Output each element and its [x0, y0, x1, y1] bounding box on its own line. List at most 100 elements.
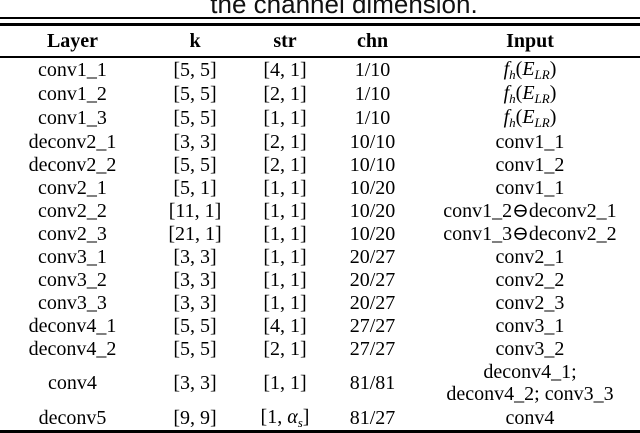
cell-input: conv2_2	[495, 268, 565, 291]
table-row: deconv4_1 [5, 5] [4, 1] 27/27 conv3_1	[0, 314, 640, 337]
table-row: deconv2_2 [5, 5] [2, 1] 10/10 conv1_2	[0, 153, 640, 176]
table-row: conv2_2 [11, 1] [1, 1] 10/20 conv1_2⊖deconv2…	[0, 199, 640, 222]
math-token: LR	[534, 67, 550, 82]
cell-layer: deconv4_1	[28, 314, 117, 337]
math-token: )	[549, 82, 557, 104]
math-token: h	[509, 115, 516, 130]
cell-kernel: [5, 5]	[173, 83, 217, 105]
cell-stride: [2, 1]	[263, 153, 307, 176]
cell-channels: 1/10	[354, 59, 391, 81]
cell-layer: deconv2_1	[28, 130, 117, 153]
cell-layer: conv2_2	[38, 199, 107, 222]
cell-input: fh(ELR)	[420, 106, 640, 130]
table-row: conv1_1 [5, 5] [4, 1] 1/10 fh(ELR)	[0, 57, 640, 82]
cell-layer: conv3_3	[38, 291, 107, 314]
cell-layer: conv1_1	[38, 59, 107, 81]
math-token: ]	[302, 406, 310, 428]
cell-kernel: [5, 5]	[173, 153, 217, 176]
math-token: LR	[534, 91, 550, 106]
table-row: conv1_3 [5, 5] [1, 1] 1/10 fh(ELR)	[0, 106, 640, 130]
cell-layer: deconv2_2	[28, 153, 117, 176]
math-token: LR	[534, 115, 550, 130]
cell-channels: 81/81	[349, 372, 396, 394]
cell-input: conv1_1	[495, 130, 565, 153]
cell-stride: [1, 1]	[263, 291, 307, 314]
math-token: f	[503, 58, 510, 80]
table-row: conv3_1 [3, 3] [1, 1] 20/27 conv2_1	[0, 245, 640, 268]
math-token: (	[515, 58, 523, 80]
cell-stride: [1, 1]	[263, 199, 307, 222]
cell-stride: [2, 1]	[263, 83, 307, 105]
cell-kernel: [3, 3]	[173, 268, 217, 291]
caption-strip: the channel dimension.	[0, 0, 640, 17]
cell-channels: 20/27	[349, 245, 396, 268]
cell-layer: conv3_1	[38, 245, 107, 268]
cell-stride: [1, 1]	[263, 245, 307, 268]
cell-kernel: [3, 3]	[173, 372, 217, 394]
table-row: deconv4_2 [5, 5] [2, 1] 27/27 conv3_2	[0, 337, 640, 360]
table-caption-text: the channel dimension.	[210, 0, 478, 17]
cell-channels: 1/10	[354, 83, 391, 105]
cell-channels: 20/27	[349, 291, 396, 314]
cell-kernel: [3, 3]	[173, 130, 217, 153]
math-token: f	[503, 82, 510, 104]
cell-channels: 10/10	[349, 130, 396, 153]
cell-kernel: [3, 3]	[173, 291, 217, 314]
table-bottom-rule	[0, 430, 640, 433]
table-row: deconv2_1 [3, 3] [2, 1] 10/10 conv1_1	[0, 130, 640, 153]
math-token: E	[522, 82, 535, 104]
layer-config-table: Layer k str chn Input conv1_1 [5, 5] [4, 1…	[0, 26, 640, 430]
col-header-kernel: k	[145, 26, 245, 58]
cell-stride: [1, αs]	[245, 406, 325, 430]
cell-input: conv4	[505, 407, 555, 429]
table-row: conv3_3 [3, 3] [1, 1] 20/27 conv2_3	[0, 291, 640, 314]
cell-kernel: [3, 3]	[173, 245, 217, 268]
cell-layer: deconv5	[38, 407, 107, 429]
cell-stride: [2, 1]	[263, 337, 307, 360]
cell-channels: 81/27	[349, 407, 396, 429]
cell-channels: 20/27	[349, 268, 396, 291]
cell-line: deconv4_1;	[483, 361, 577, 383]
col-header-input: Input	[420, 26, 640, 58]
cell-kernel: [5, 5]	[173, 59, 217, 81]
col-header-channels: chn	[325, 26, 420, 58]
cell-input: conv2_1	[495, 245, 565, 268]
cell-input: conv1_2⊖deconv2_1	[443, 199, 617, 222]
cell-input: conv1_2	[495, 153, 565, 176]
math-token: E	[522, 106, 535, 128]
math-token: f	[503, 106, 510, 128]
cell-input: deconv4_1; deconv4_2; conv3_3	[420, 360, 640, 406]
table-header-row: Layer k str chn Input	[0, 26, 640, 58]
table-row: conv4 [3, 3] [1, 1] 81/81 deconv4_1; deconv4_…	[0, 360, 640, 406]
cell-stride: [1, 1]	[263, 222, 307, 245]
table-body: conv1_1 [5, 5] [4, 1] 1/10 fh(ELR) conv1_2 [5,…	[0, 57, 640, 430]
cell-input: conv1_3⊖deconv2_2	[443, 222, 617, 245]
cell-channels: 10/20	[349, 176, 396, 199]
table-row: conv2_3 [21, 1] [1, 1] 10/20 conv1_3⊖deconv2…	[0, 222, 640, 245]
col-header-layer: Layer	[0, 26, 145, 58]
cell-channels: 10/20	[349, 222, 396, 245]
cell-layer: conv2_1	[38, 176, 107, 199]
cell-kernel: [21, 1]	[168, 222, 222, 245]
cell-line: deconv4_2; conv3_3	[446, 383, 614, 405]
cell-kernel: [5, 1]	[173, 176, 217, 199]
cell-layer: conv4	[48, 372, 97, 394]
cell-stride: [4, 1]	[263, 59, 307, 81]
math-token: (	[515, 106, 523, 128]
cell-kernel: [9, 9]	[173, 407, 217, 429]
math-token: (	[515, 82, 523, 104]
cell-layer: deconv4_2	[28, 337, 117, 360]
cell-channels: 1/10	[354, 107, 391, 129]
cell-stride: [1, 1]	[263, 176, 307, 199]
math-token: )	[549, 106, 557, 128]
table-row: conv2_1 [5, 1] [1, 1] 10/20 conv1_1	[0, 176, 640, 199]
cell-stride: [4, 1]	[263, 314, 307, 337]
caption-line: the channel dimension.	[24, 0, 640, 17]
cell-stride: [1, 1]	[263, 268, 307, 291]
cell-input: conv2_3	[495, 291, 565, 314]
cell-channels: 10/10	[349, 153, 396, 176]
cell-input: conv1_1	[495, 176, 565, 199]
cell-input: conv3_1	[495, 314, 565, 337]
math-token: E	[522, 58, 535, 80]
